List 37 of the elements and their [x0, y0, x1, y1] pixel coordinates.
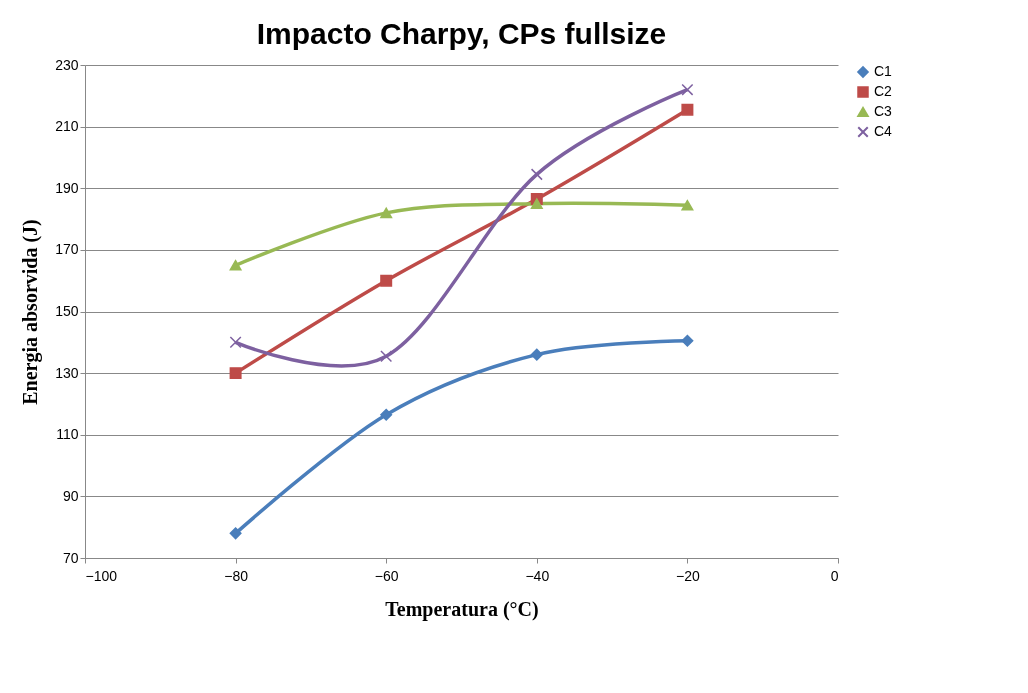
point: [229, 367, 242, 380]
y-tick-label: 170: [55, 241, 79, 258]
point: [681, 199, 694, 211]
y-tick-label: 110: [56, 426, 79, 443]
x-tick-label: −40: [525, 567, 550, 584]
x-tick-label: 0: [830, 567, 839, 584]
y-tick-label: 70: [62, 549, 79, 566]
point: [681, 103, 694, 116]
y-tick-label: 210: [55, 118, 79, 135]
y-tick-label: 90: [62, 487, 79, 504]
x-axis-title: Temperatura (°C): [385, 597, 539, 621]
point: [681, 334, 694, 347]
y-tick-label: 190: [55, 179, 79, 196]
point: [229, 259, 242, 271]
point: [380, 274, 393, 287]
legend-label: C2: [874, 83, 893, 99]
y-tick-label: 230: [55, 56, 79, 73]
point: [530, 198, 543, 209]
point: [681, 83, 694, 96]
x-tick-label: −20: [676, 567, 700, 584]
point: [530, 168, 543, 181]
x-tick-label: −80: [224, 567, 249, 584]
point: [229, 527, 242, 540]
point: [530, 348, 543, 361]
legend-label: C1: [874, 63, 893, 79]
point: [380, 207, 393, 219]
legend-label: C4: [874, 123, 893, 139]
y-axis-title: Energia absorvida (J): [19, 219, 43, 405]
x-tick-label: −60: [374, 567, 399, 584]
x-tick-label: −100: [85, 567, 118, 584]
chart-title: Impacto Charpy, CPs fullsize: [256, 17, 667, 50]
legend-label: C3: [874, 103, 893, 119]
y-tick-label: 150: [55, 303, 79, 319]
point: [380, 350, 393, 363]
y-tick-label: 130: [55, 364, 79, 381]
point: [380, 408, 393, 421]
point: [229, 336, 242, 349]
